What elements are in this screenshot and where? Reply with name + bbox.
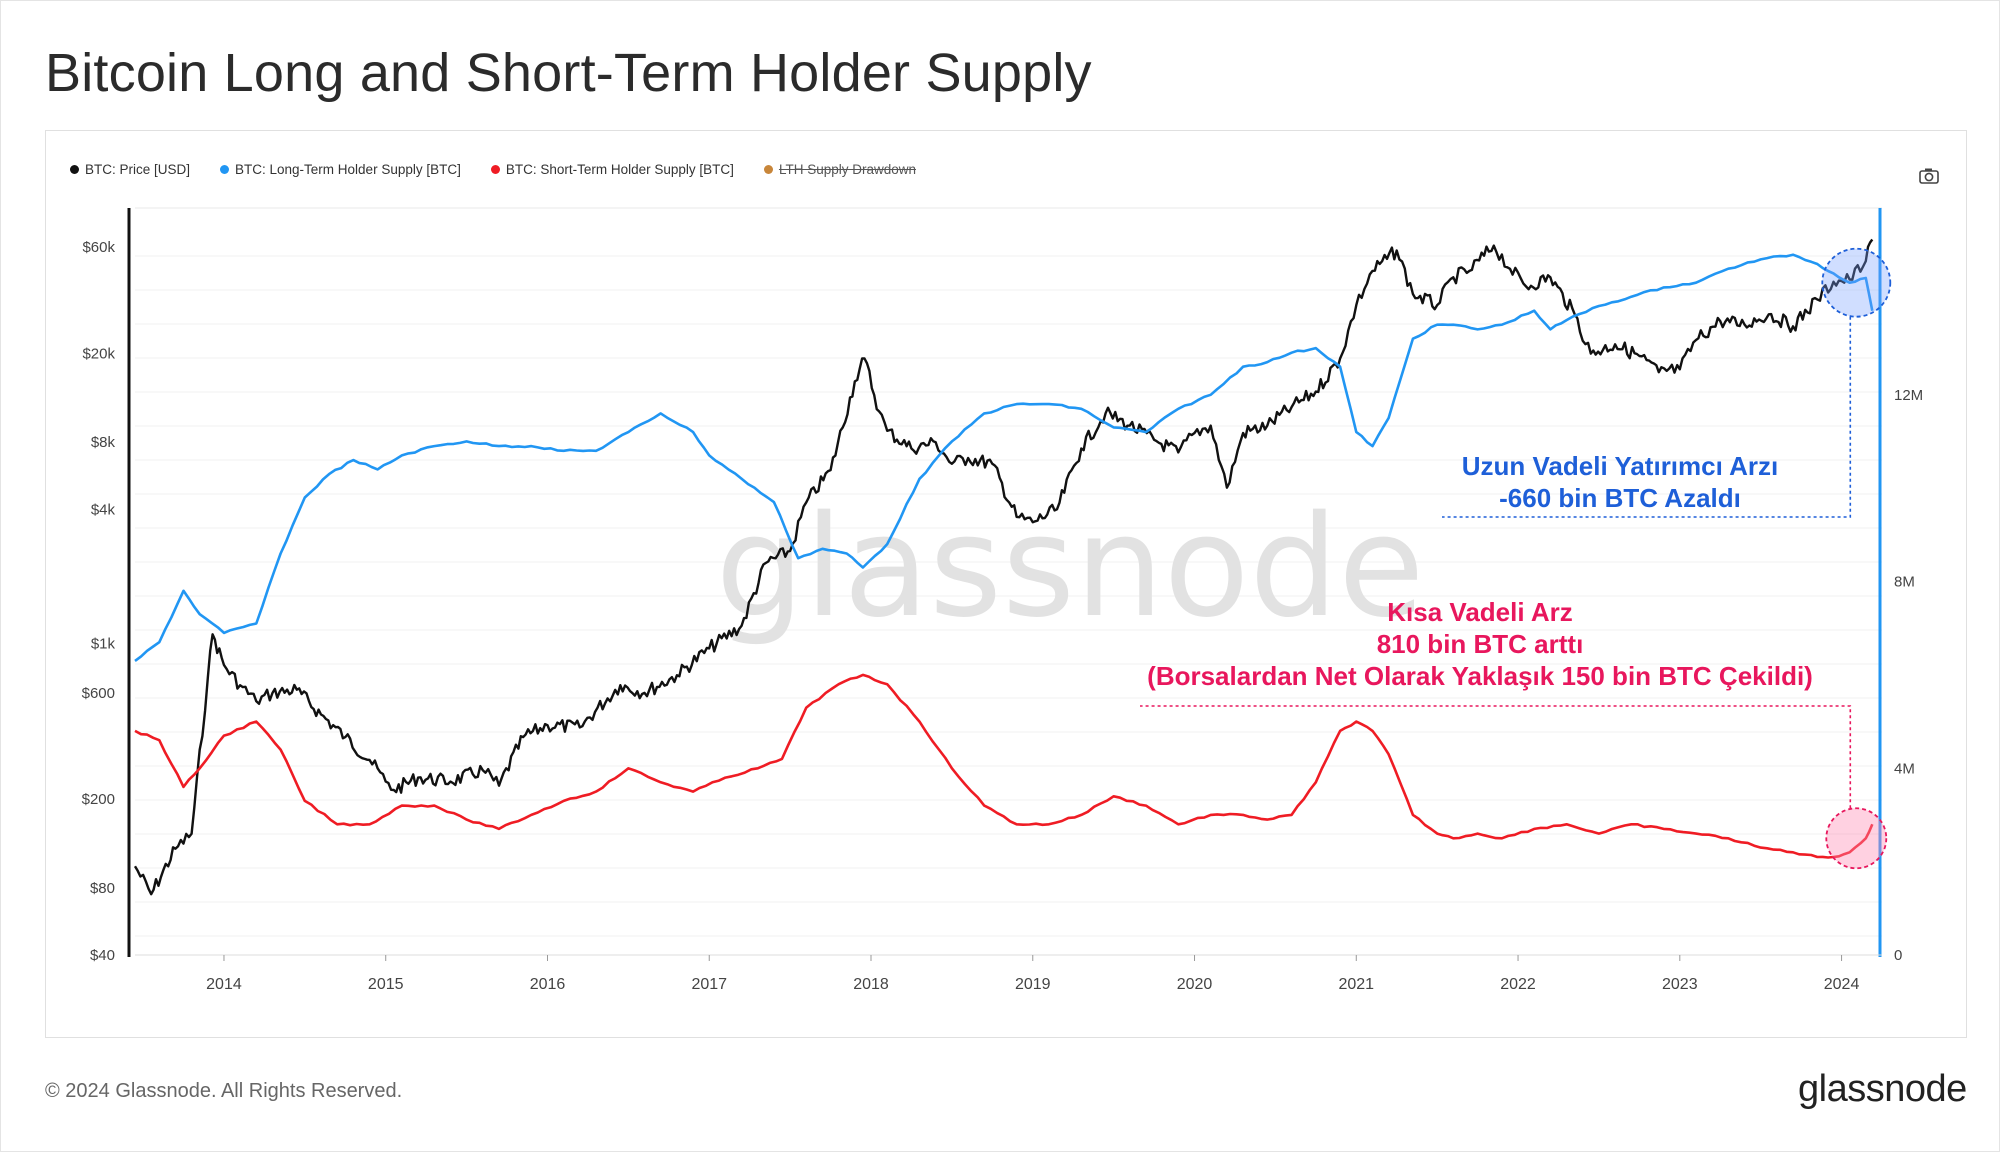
x-tick-label: 2014	[206, 976, 242, 993]
y-left-tick-label: $600	[82, 685, 115, 702]
x-tick-label: 2024	[1824, 976, 1860, 993]
sth-annotation: Kısa Vadeli Arz 810 bin BTC arttı (Borsa…	[1100, 596, 1860, 692]
footer-logo: glassnode	[1798, 1068, 1967, 1110]
legend-item-sth[interactable]: BTC: Short-Term Holder Supply [BTC]	[490, 162, 734, 177]
legend-label-sth: BTC: Short-Term Holder Supply [BTC]	[505, 162, 734, 177]
page-title: Bitcoin Long and Short-Term Holder Suppl…	[45, 43, 1092, 103]
series-group	[133, 238, 1874, 896]
y-left-tick-label: $200	[82, 791, 115, 808]
legend-dot-drawdown	[763, 165, 773, 174]
y-right-tick-label: 8M	[1894, 574, 1915, 591]
chart-legend: BTC: Price [USD] BTC: Long-Term Holder S…	[70, 162, 916, 177]
legend-label-drawdown: LTH Supply Drawdown	[778, 162, 916, 177]
x-tick-label: 2021	[1338, 976, 1374, 993]
legend-label-lth: BTC: Long-Term Holder Supply [BTC]	[235, 162, 461, 177]
annotation-marks	[1140, 247, 1892, 870]
footer-copyright: © 2024 Glassnode. All Rights Reserved.	[45, 1080, 403, 1102]
series-line-price	[133, 238, 1874, 896]
axes: $40 $80 $200 $600 $1k $4k $8k $20k $60k 0 4M 8M 12M 2…	[82, 208, 1923, 993]
legend-item-lth[interactable]: BTC: Long-Term Holder Supply [BTC]	[220, 162, 461, 177]
y-left-tick-label: $1k	[91, 635, 116, 652]
x-tick-label: 2017	[691, 976, 727, 993]
x-tick-label: 2019	[1015, 976, 1051, 993]
watermark: glassnode	[716, 486, 1425, 649]
lth-annotation-line2: -660 bin BTC Azaldı	[1499, 483, 1741, 513]
legend-dot-lth	[220, 165, 230, 174]
sth-annotation-line2: 810 bin BTC arttı	[1376, 629, 1584, 659]
y-right-tick-label: 4M	[1894, 760, 1915, 777]
chart-panel	[45, 130, 1967, 1038]
series-line-sth	[134, 673, 1874, 859]
legend-item-drawdown[interactable]: LTH Supply Drawdown	[763, 162, 916, 177]
x-tick-label: 2022	[1500, 976, 1536, 993]
sth-annotation-line1: Kısa Vadeli Arz	[1387, 597, 1573, 627]
x-tick-label: 2020	[1177, 976, 1213, 993]
grid-lines	[135, 207, 1882, 937]
lth-annotation: Uzun Vadeli Yatırımcı Arzı -660 bin BTC …	[1410, 450, 1830, 514]
y-right-tick-label: 12M	[1894, 387, 1923, 404]
x-tick-label: 2018	[853, 976, 889, 993]
x-tick-label: 2023	[1662, 976, 1698, 993]
y-left-tick-label: $80	[90, 880, 115, 897]
y-left-tick-label: $40	[90, 947, 115, 964]
legend-item-price[interactable]: BTC: Price [USD]	[70, 162, 190, 177]
sth-guide-line	[1140, 705, 1852, 809]
legend-dot-sth	[490, 165, 500, 174]
legend-dot-price	[70, 165, 79, 174]
y-left-tick-label: $8k	[91, 434, 116, 451]
y-left-tick-label: $20k	[82, 346, 115, 363]
y-left-tick-label: $60k	[82, 239, 115, 256]
y-left-tick-label: $4k	[91, 501, 116, 518]
sth-highlight-circle	[1825, 807, 1888, 870]
series-line-lth	[134, 253, 1874, 662]
x-tick-label: 2015	[368, 976, 404, 993]
lth-annotation-line1: Uzun Vadeli Yatırımcı Arzı	[1461, 451, 1779, 481]
lth-highlight-circle	[1821, 247, 1892, 318]
sth-annotation-line3: (Borsalardan Net Olarak Yaklaşık 150 bin…	[1147, 661, 1813, 691]
legend-label-price: BTC: Price [USD]	[85, 162, 191, 177]
x-tick-label: 2016	[530, 976, 566, 993]
lth-guide-line	[1442, 316, 1852, 518]
y-right-tick-label: 0	[1894, 947, 1902, 964]
camera-icon[interactable]	[1918, 166, 1940, 186]
